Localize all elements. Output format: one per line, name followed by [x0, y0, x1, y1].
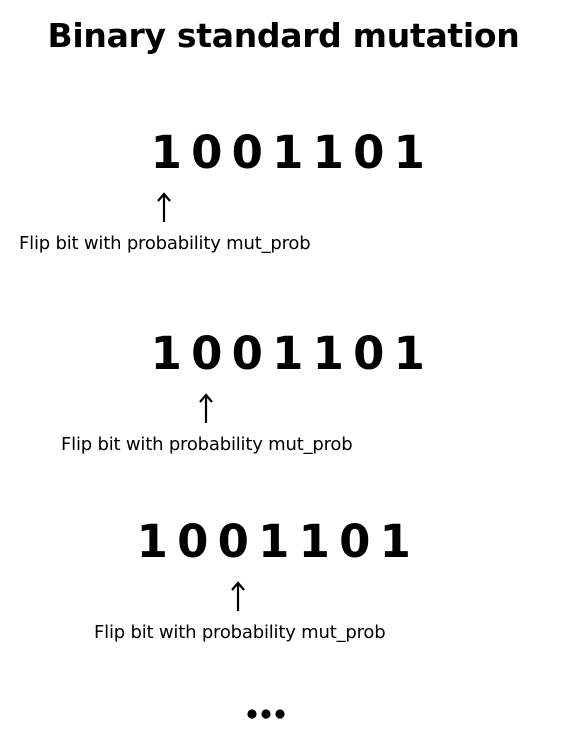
- ellipsis-icon: [245, 708, 287, 720]
- bit-string: 1 0 0 1 1 0 1: [146, 128, 430, 178]
- bit-string: 1 0 0 1 1 0 1: [132, 517, 416, 567]
- bit-string: 1 0 0 1 1 0 1: [146, 329, 430, 379]
- bit: 0: [353, 327, 385, 380]
- bit: 1: [258, 515, 290, 568]
- bit: 1: [312, 327, 344, 380]
- bit: 0: [177, 515, 209, 568]
- bit: 1: [312, 126, 344, 179]
- bit: 0: [231, 327, 263, 380]
- diagram-title: Binary standard mutation: [47, 16, 520, 55]
- bit: 0: [217, 515, 249, 568]
- bit: 1: [136, 515, 168, 568]
- bit: 0: [353, 126, 385, 179]
- bit: 1: [393, 126, 425, 179]
- step-caption: Flip bit with probability mut_prob: [19, 233, 311, 254]
- bit: 1: [150, 327, 182, 380]
- bit: 1: [379, 515, 411, 568]
- up-arrow-icon: [154, 191, 174, 223]
- mutation-step-1: 1 0 0 1 1 0 1 Flip bit with probability …: [0, 128, 567, 288]
- bit: 0: [191, 327, 223, 380]
- bit: 1: [393, 327, 425, 380]
- bit: 1: [272, 327, 304, 380]
- up-arrow-icon: [228, 580, 248, 612]
- bit: 0: [191, 126, 223, 179]
- bit: 0: [231, 126, 263, 179]
- step-caption: Flip bit with probability mut_prob: [94, 622, 386, 643]
- bit: 0: [339, 515, 371, 568]
- bit: 1: [298, 515, 330, 568]
- bit: 1: [272, 126, 304, 179]
- up-arrow-icon: [196, 392, 216, 424]
- mutation-step-2: 1 0 0 1 1 0 1 Flip bit with probability …: [0, 329, 567, 489]
- bit: 1: [150, 126, 182, 179]
- step-caption: Flip bit with probability mut_prob: [61, 434, 353, 455]
- mutation-step-3: 1 0 0 1 1 0 1 Flip bit with probability …: [0, 517, 567, 677]
